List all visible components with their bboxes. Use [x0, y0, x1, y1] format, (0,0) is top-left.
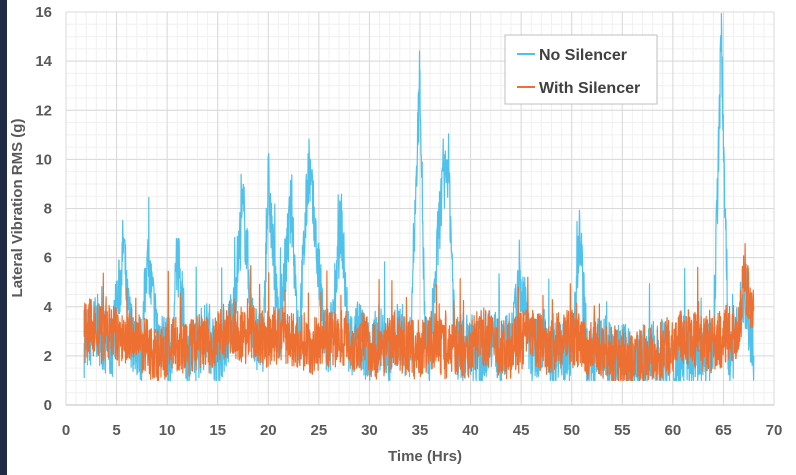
- chart-frame: 0 5 10 15 20 25 30 35 40 45 50 55 60 65 70 0 2 4 6 8 10 12 14 1…: [7, 0, 796, 475]
- x-tick-label: 10: [159, 422, 176, 439]
- tick-labels: 0 5 10 15 20 25 30 35 40 45 50 55 60 65 70 0 2 4 6 8 10 12 14 1…: [35, 4, 782, 439]
- x-tick-label: 65: [715, 422, 732, 439]
- legend: No Silencer With Silencer: [504, 34, 658, 105]
- x-axis-title: Time (Hrs): [388, 448, 462, 465]
- y-tick-label: 14: [35, 53, 52, 70]
- y-tick-label: 10: [35, 151, 52, 168]
- x-tick-label: 20: [260, 422, 277, 439]
- y-tick-label: 0: [44, 397, 52, 414]
- x-tick-label: 30: [361, 422, 378, 439]
- y-axis-title: Lateral Vibration RMS (g): [9, 119, 26, 298]
- series-layer: [83, 13, 755, 381]
- x-tick-label: 35: [412, 422, 429, 439]
- x-tick-label: 25: [311, 422, 328, 439]
- chart: 0 5 10 15 20 25 30 35 40 45 50 55 60 65 70 0 2 4 6 8 10 12 14 1…: [9, 4, 782, 465]
- legend-box: [504, 34, 658, 105]
- x-tick-label: 40: [462, 422, 479, 439]
- y-tick-label: 8: [44, 201, 52, 218]
- y-tick-label: 12: [35, 102, 52, 119]
- x-tick-label: 5: [112, 422, 120, 439]
- series-line-with-silencer: [83, 243, 755, 381]
- y-tick-label: 2: [44, 348, 52, 365]
- x-tick-label: 60: [665, 422, 682, 439]
- y-tick-label: 6: [44, 250, 52, 267]
- x-tick-label: 55: [614, 422, 631, 439]
- y-tick-label: 16: [35, 4, 52, 21]
- y-tick-label: 4: [44, 299, 53, 316]
- x-tick-label: 45: [513, 422, 530, 439]
- x-tick-label: 50: [563, 422, 580, 439]
- legend-label-no-silencer: No Silencer: [539, 47, 627, 64]
- x-tick-label: 0: [62, 422, 70, 439]
- x-tick-label: 15: [209, 422, 226, 439]
- legend-label-with-silencer: With Silencer: [539, 80, 640, 97]
- x-tick-label: 70: [766, 422, 783, 439]
